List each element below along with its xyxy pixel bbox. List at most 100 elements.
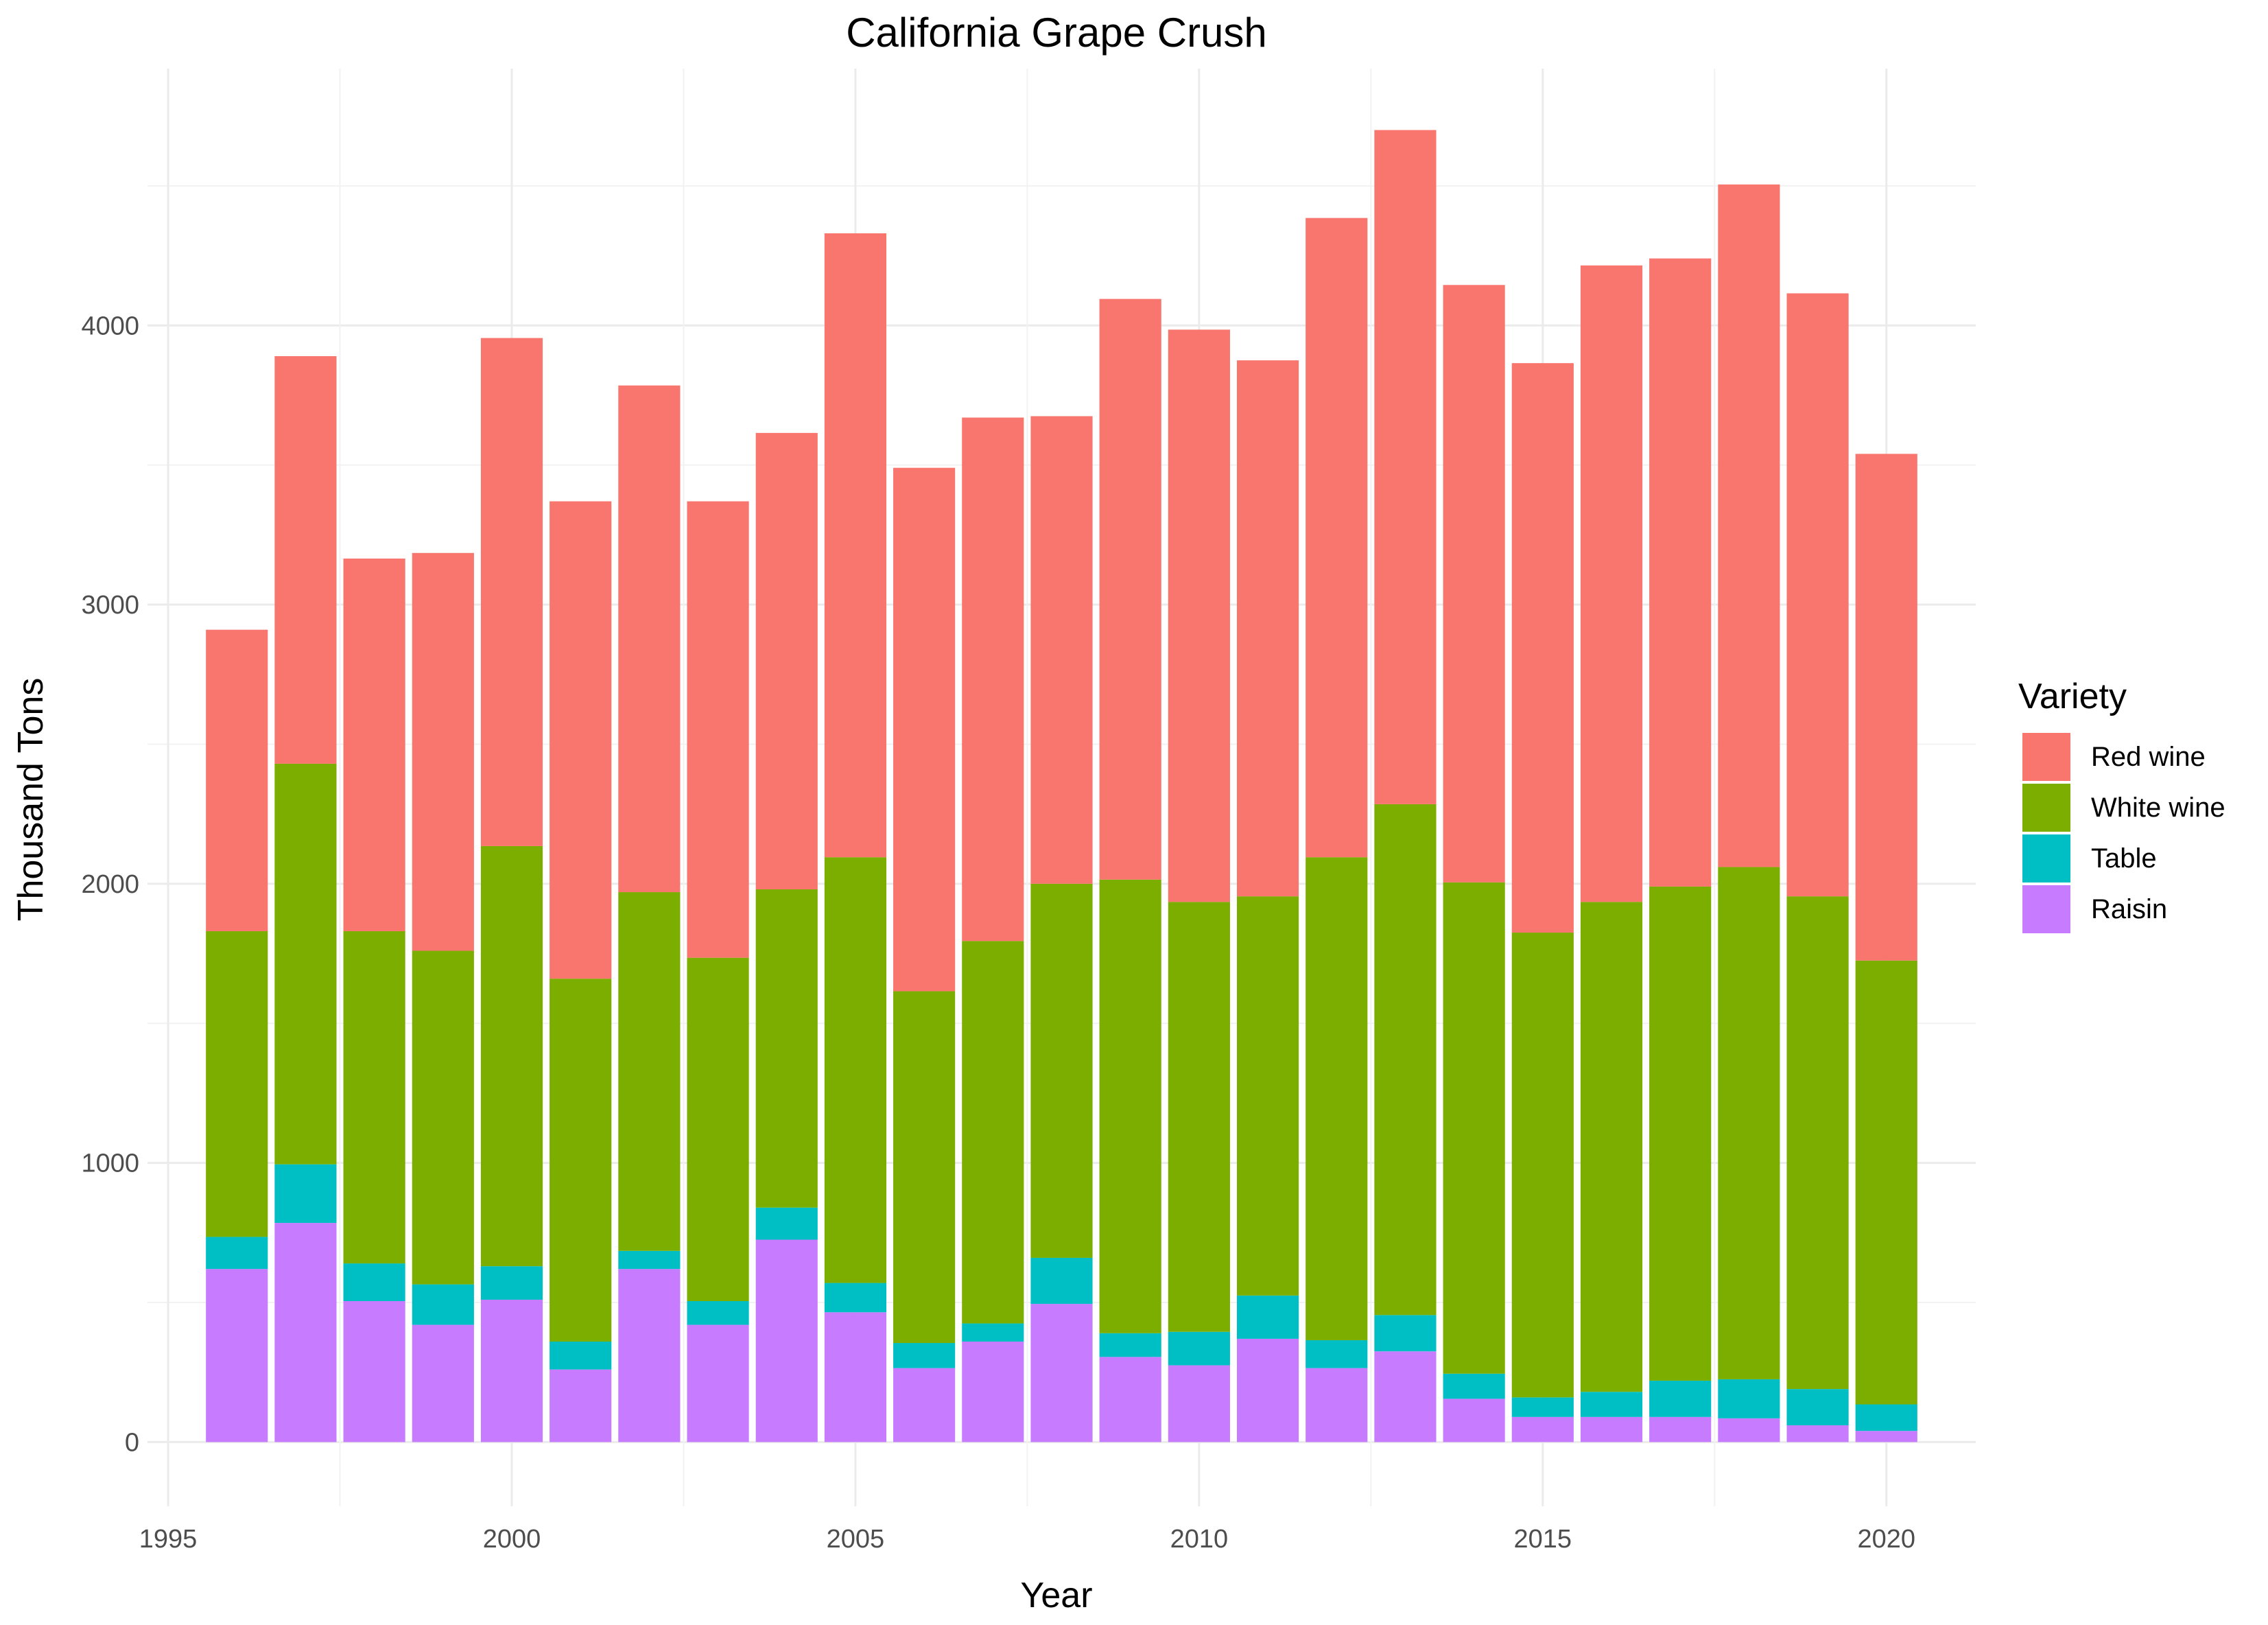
bar-table-2020 [1855, 1404, 1917, 1431]
legend-swatch [2022, 733, 2070, 781]
bar-red-wine-2004 [755, 432, 818, 889]
bar-red-wine-1996 [206, 629, 268, 931]
bar-red-wine-2008 [1030, 416, 1093, 884]
bar-stack-2011 [1236, 360, 1299, 1442]
bar-white-wine-2008 [1030, 883, 1093, 1258]
y-tick-label: 2000 [81, 870, 139, 899]
bar-red-wine-2017 [1649, 258, 1712, 887]
bar-red-wine-1999 [412, 552, 474, 951]
legend-item-red-wine: Red wine [2022, 733, 2206, 781]
bar-table-2015 [1511, 1397, 1574, 1417]
bar-white-wine-1997 [274, 763, 337, 1165]
bar-raisin-2003 [687, 1324, 749, 1442]
legend-swatch [2022, 784, 2070, 832]
bar-white-wine-2009 [1099, 879, 1161, 1333]
bar-raisin-2012 [1306, 1368, 1368, 1442]
bar-table-2019 [1786, 1389, 1849, 1426]
bar-red-wine-2000 [480, 338, 543, 846]
x-tick-label: 2015 [1514, 1525, 1572, 1554]
bar-raisin-2001 [550, 1369, 612, 1442]
bar-red-wine-2007 [962, 417, 1024, 942]
bar-raisin-2015 [1511, 1416, 1574, 1442]
bar-raisin-2019 [1786, 1425, 1849, 1442]
bar-red-wine-2010 [1168, 329, 1230, 902]
bar-raisin-2016 [1580, 1416, 1643, 1442]
bar-raisin-2008 [1030, 1304, 1093, 1442]
bar-table-2018 [1718, 1379, 1780, 1418]
bar-table-2013 [1374, 1315, 1437, 1352]
bar-raisin-2005 [824, 1312, 887, 1442]
legend-label: Red wine [2091, 742, 2206, 772]
bar-stack-2009 [1099, 299, 1161, 1442]
chart-title: California Grape Crush [846, 10, 1267, 56]
bar-white-wine-2010 [1168, 902, 1230, 1332]
bar-raisin-2004 [755, 1239, 818, 1442]
bar-table-1996 [206, 1237, 268, 1270]
bar-raisin-1997 [274, 1223, 337, 1442]
bar-table-2009 [1099, 1333, 1161, 1357]
bar-red-wine-2020 [1855, 454, 1917, 961]
bar-red-wine-2011 [1236, 360, 1299, 897]
y-tick-label: 4000 [81, 312, 139, 340]
bar-white-wine-2013 [1374, 804, 1437, 1316]
bar-stack-2008 [1030, 416, 1093, 1442]
bar-white-wine-2007 [962, 941, 1024, 1324]
bar-raisin-2007 [962, 1341, 1024, 1442]
bar-white-wine-2015 [1511, 933, 1574, 1398]
bar-table-2012 [1306, 1340, 1368, 1368]
bar-white-wine-2016 [1580, 902, 1643, 1392]
x-axis-ticks: 1995 2000 2005 2010 2015 2020 [139, 1525, 1915, 1554]
bar-raisin-2010 [1168, 1365, 1230, 1442]
bar-raisin-2009 [1099, 1357, 1161, 1442]
x-axis-title: Year [1020, 1576, 1092, 1615]
bar-table-2002 [618, 1250, 681, 1270]
bar-red-wine-2009 [1099, 299, 1161, 880]
bar-white-wine-2006 [893, 991, 956, 1344]
bar-white-wine-1999 [412, 950, 474, 1285]
bar-stack-1997 [274, 356, 337, 1442]
bar-table-2001 [550, 1341, 612, 1370]
legend-title: Variety [2018, 677, 2127, 716]
legend-item-white-wine: White wine [2022, 784, 2225, 832]
bar-stack-2005 [824, 233, 887, 1442]
bar-stack-2001 [550, 501, 612, 1442]
bar-white-wine-2020 [1855, 960, 1917, 1405]
bar-white-wine-1998 [343, 931, 405, 1264]
bar-red-wine-2016 [1580, 265, 1643, 902]
bar-stack-2019 [1786, 293, 1849, 1442]
y-tick-label: 3000 [81, 591, 139, 620]
bar-raisin-1998 [343, 1301, 405, 1442]
bar-red-wine-2015 [1511, 363, 1574, 933]
bar-raisin-2017 [1649, 1416, 1712, 1442]
bar-red-wine-1997 [274, 356, 337, 764]
bar-table-1998 [343, 1263, 405, 1302]
bar-stack-2017 [1649, 258, 1712, 1442]
x-tick-label: 2005 [827, 1525, 885, 1554]
legend-swatch [2022, 834, 2070, 882]
bar-red-wine-1998 [343, 558, 405, 931]
bar-red-wine-2006 [893, 467, 956, 992]
bar-table-1999 [412, 1284, 474, 1325]
bar-white-wine-2004 [755, 889, 818, 1208]
legend-label: Table [2091, 843, 2157, 874]
bar-white-wine-2014 [1443, 882, 1505, 1374]
bar-stack-1998 [343, 558, 405, 1442]
bar-stack-1999 [412, 552, 474, 1442]
bar-table-2005 [824, 1283, 887, 1313]
legend-items: Red wine White wine Table Raisin [2022, 733, 2225, 933]
x-tick-label: 1995 [139, 1525, 198, 1554]
y-axis-ticks: 0 1000 2000 3000 4000 [81, 312, 139, 1457]
bar-red-wine-2018 [1718, 184, 1780, 867]
bar-red-wine-2001 [550, 501, 612, 979]
legend-label: Raisin [2091, 894, 2167, 924]
legend-label: White wine [2091, 793, 2225, 823]
bar-stack-2006 [893, 467, 956, 1442]
legend-swatch [2022, 885, 2070, 933]
legend: Variety Red wine White wine Table Raisin [2018, 677, 2225, 933]
x-tick-label: 2020 [1857, 1525, 1915, 1554]
bar-table-2000 [480, 1266, 543, 1300]
y-tick-label: 1000 [81, 1149, 139, 1178]
legend-item-raisin: Raisin [2022, 885, 2167, 933]
bar-stack-2016 [1580, 265, 1643, 1442]
